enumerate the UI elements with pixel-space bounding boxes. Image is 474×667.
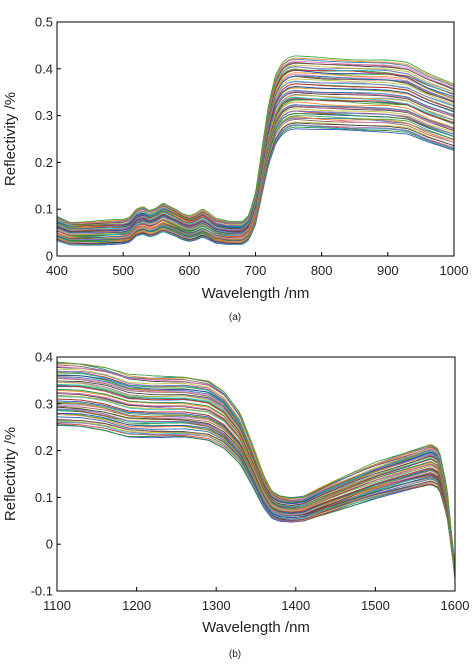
spectrum-line [57,402,456,575]
spectrum-line [57,416,456,577]
plot-frame-b [56,356,456,592]
chart-panel-a: 400 500 600 700 800 900 1000 00.10.20.30.40.5 … [2,15,468,324]
spectrum-line [56,398,456,574]
x-tick-label: 500 [112,263,134,278]
y-tick-label: 0.2 [35,443,53,458]
y-axis-label-b: Reflectivity /% [2,427,19,521]
spectrum-line [56,385,456,572]
y-axis-label-a: Reflectivity /% [2,92,19,186]
spectrum-line [57,363,456,566]
spectrum-line [56,115,455,243]
x-tick-label: 1100 [43,598,71,613]
caption-a: (a) [229,312,241,323]
spectrum-line [56,94,455,236]
y-ticks-b: -0.1 0 0.1 0.2 0.3 0.4 [31,350,61,599]
x-tick-label: 1200 [122,598,151,613]
x-tick-label: 400 [46,263,68,278]
y-tick-label: -0.1 [31,584,53,599]
x-axis-label-a: Wavelength /nm [202,285,310,302]
spectrum-line [56,424,456,580]
y-tick-label: 0.2 [35,155,53,170]
x-tick-label: 1400 [281,598,310,613]
spectrum-line [56,55,455,223]
x-tick-label: 1300 [202,598,231,613]
spectrum-line [56,388,456,572]
y-tick-label: 0.4 [35,350,53,365]
x-tick-label: 800 [311,263,333,278]
spectrum-line [57,413,456,577]
spectrum-line [56,122,455,245]
spectrum-line [56,395,456,573]
x-tick-label: 1000 [440,263,469,278]
spectrum-line [56,380,456,570]
x-axis-label-b: Wavelength /nm [202,619,310,636]
y-tick-label: 0.1 [35,202,53,217]
y-tick-label: 0 [46,249,53,264]
caption-b: (b) [229,649,241,660]
y-tick-label: 0.5 [35,15,53,30]
spectrum-line [56,101,455,238]
series-lines-b [56,361,456,580]
spectrum-line [57,408,456,576]
spectrum-line [56,382,456,571]
series-lines-a [56,55,455,246]
x-tick-label: 700 [245,263,267,278]
x-tick-label: 1600 [441,598,470,613]
spectrum-line [56,392,456,572]
y-tick-label: 0 [46,537,53,552]
x-tick-label: 1500 [361,598,390,613]
y-ticks-a: 0 0.1 0.2 0.3 0.4 0.5 [35,15,61,264]
x-ticks-a: 400 500 600 700 800 900 1000 [46,252,468,278]
spectrum-line [56,361,456,566]
x-ticks-b: 1100 1200 1300 1400 1500 1600 [43,587,469,613]
y-tick-label: 0.1 [35,490,53,505]
spectrum-line [56,368,456,568]
chart-panel-b: 1100 1200 1300 1400 1500 1600 -0.1 0 0.1 0.2 0.3 0… [2,350,469,661]
x-tick-label: 900 [377,263,399,278]
y-tick-label: 0.4 [35,61,53,76]
y-tick-label: 0.3 [35,396,53,411]
x-tick-label: 600 [178,263,200,278]
y-tick-label: 0.3 [35,108,53,123]
